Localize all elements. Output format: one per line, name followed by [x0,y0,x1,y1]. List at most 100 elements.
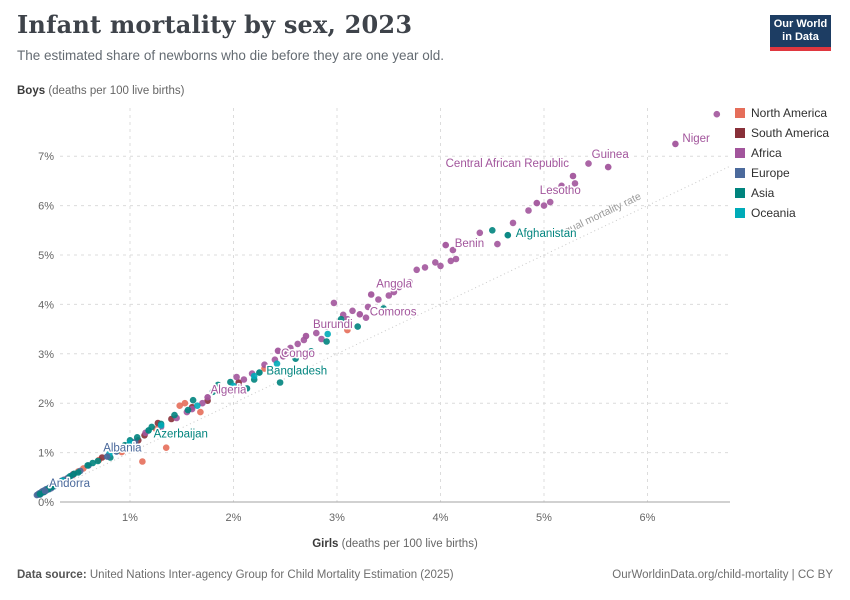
data-point-africa[interactable] [199,399,206,407]
data-point-asia[interactable] [214,381,222,389]
country-label-albania[interactable]: Albania [102,441,144,456]
country-label-guinea[interactable]: Guinea [590,148,631,163]
data-point-africa[interactable] [432,259,439,266]
country-label-andorra[interactable]: Andorra [48,477,93,492]
data-point-burundi[interactable] [302,332,310,340]
data-point-albania[interactable] [103,453,111,460]
data-point-africa[interactable] [349,307,356,315]
legend-item-north-america[interactable]: North America [735,106,829,120]
data-point-asia[interactable] [171,411,178,419]
legend-item-europe[interactable]: Europe [735,166,829,180]
data-point-africa[interactable] [284,350,291,358]
data-point-afghanistan[interactable] [504,231,512,239]
data-point-congo[interactable] [274,347,282,355]
data-point-africa[interactable] [437,262,444,270]
legend-item-south-america[interactable]: South America [735,126,829,140]
data-point-africa[interactable] [385,292,393,299]
data-point-benin[interactable] [442,241,450,249]
data-point-oceania[interactable] [219,390,227,397]
owid-logo[interactable]: Our World in Data [770,15,831,51]
data-point-oceania[interactable] [157,422,165,429]
data-point-bangladesh[interactable] [256,369,263,376]
data-point-asia[interactable] [189,396,197,404]
data-point-central-african-republic[interactable] [569,172,577,180]
data-point-africa[interactable] [235,382,242,390]
data-point-africa[interactable] [406,278,413,286]
data-point-oceania[interactable] [273,360,281,368]
data-point-niger[interactable] [672,140,679,148]
data-point-lesotho[interactable] [533,199,541,207]
data-point-algeria[interactable] [204,394,211,401]
data-point-africa[interactable] [364,303,372,311]
data-point-africa[interactable] [287,344,294,352]
data-point-asia[interactable] [84,462,91,469]
data-point-africa[interactable] [452,255,460,263]
data-point-asia[interactable] [52,481,59,489]
data-point-asia[interactable] [184,406,192,414]
country-label-lesotho[interactable]: Lesotho [538,184,582,199]
data-point-africa[interactable] [344,315,351,323]
data-point-oceania[interactable] [250,372,258,380]
data-point-africa[interactable] [333,319,341,327]
data-point-africa[interactable] [390,288,398,296]
data-point-asia[interactable] [114,446,121,454]
data-point-africa[interactable] [313,329,320,337]
data-point-africa[interactable] [540,202,548,209]
data-point-africa[interactable] [318,335,325,343]
country-label-afghanistan[interactable]: Afghanistan [514,227,578,242]
data-point-asia[interactable] [75,469,82,476]
data-point-africa[interactable] [240,376,248,383]
data-point-asia[interactable] [209,388,217,396]
country-label-azerbaijan[interactable]: Azerbaijan [152,427,209,442]
data-point-africa[interactable] [323,323,330,330]
data-point-asia[interactable] [276,379,284,386]
data-point-africa[interactable] [261,361,268,369]
data-point-africa[interactable] [558,182,565,190]
data-point-africa[interactable] [395,283,403,291]
data-point-africa[interactable] [447,257,455,265]
data-point-africa[interactable] [585,160,592,167]
data-point-africa[interactable] [421,264,429,271]
data-point-north-america[interactable] [344,326,351,334]
country-label-comoros[interactable]: Comoros [368,305,418,320]
data-point-africa[interactable] [713,110,721,118]
data-point-africa[interactable] [509,219,517,227]
data-point-south-america[interactable] [276,367,284,375]
country-label-benin[interactable]: Benin [453,237,485,252]
legend-item-africa[interactable]: Africa [735,146,829,160]
data-point-africa[interactable] [476,229,484,237]
data-point-africa[interactable] [449,246,457,254]
data-point-africa[interactable] [294,340,302,348]
data-point-africa[interactable] [413,266,421,274]
data-point-africa[interactable] [233,373,240,381]
data-point-oceania[interactable] [324,330,332,338]
data-point-africa[interactable] [330,299,338,307]
data-point-asia[interactable] [121,441,129,449]
data-point-guinea[interactable] [604,163,612,171]
data-point-oceania[interactable] [230,382,237,390]
data-point-asia[interactable] [292,355,299,363]
data-point-asia[interactable] [354,323,362,330]
data-point-azerbaijan[interactable] [145,427,152,434]
data-point-oceania[interactable] [59,477,66,485]
data-point-africa[interactable] [546,198,554,206]
data-point-comoros[interactable] [356,311,364,318]
data-point-andorra[interactable] [41,487,49,495]
data-point-asia[interactable] [133,434,141,441]
data-point-oceania[interactable] [126,439,134,447]
data-point-africa[interactable] [525,207,532,214]
data-point-africa[interactable] [375,296,382,303]
data-point-africa[interactable] [571,180,579,187]
data-point-asia[interactable] [323,338,330,345]
data-point-north-america[interactable] [139,458,146,465]
country-label-burundi[interactable]: Burundi [312,318,355,333]
data-point-asia[interactable] [307,348,315,355]
country-label-central-african-republic[interactable]: Central African Republic [444,157,571,172]
country-label-niger[interactable]: Niger [681,131,712,146]
country-label-algeria[interactable]: Algeria [209,383,248,398]
data-point-asia[interactable] [243,385,251,392]
legend-item-oceania[interactable]: Oceania [735,206,829,220]
country-label-bangladesh[interactable]: Bangladesh [265,364,329,379]
data-point-north-america[interactable] [197,408,204,416]
